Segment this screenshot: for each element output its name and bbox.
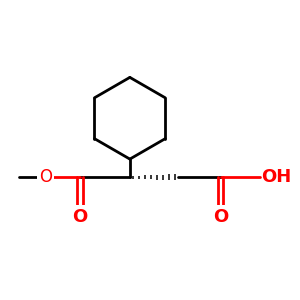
Text: O: O xyxy=(72,208,88,226)
Text: O: O xyxy=(213,208,228,226)
Text: OH: OH xyxy=(262,168,292,186)
Text: O: O xyxy=(39,168,52,186)
